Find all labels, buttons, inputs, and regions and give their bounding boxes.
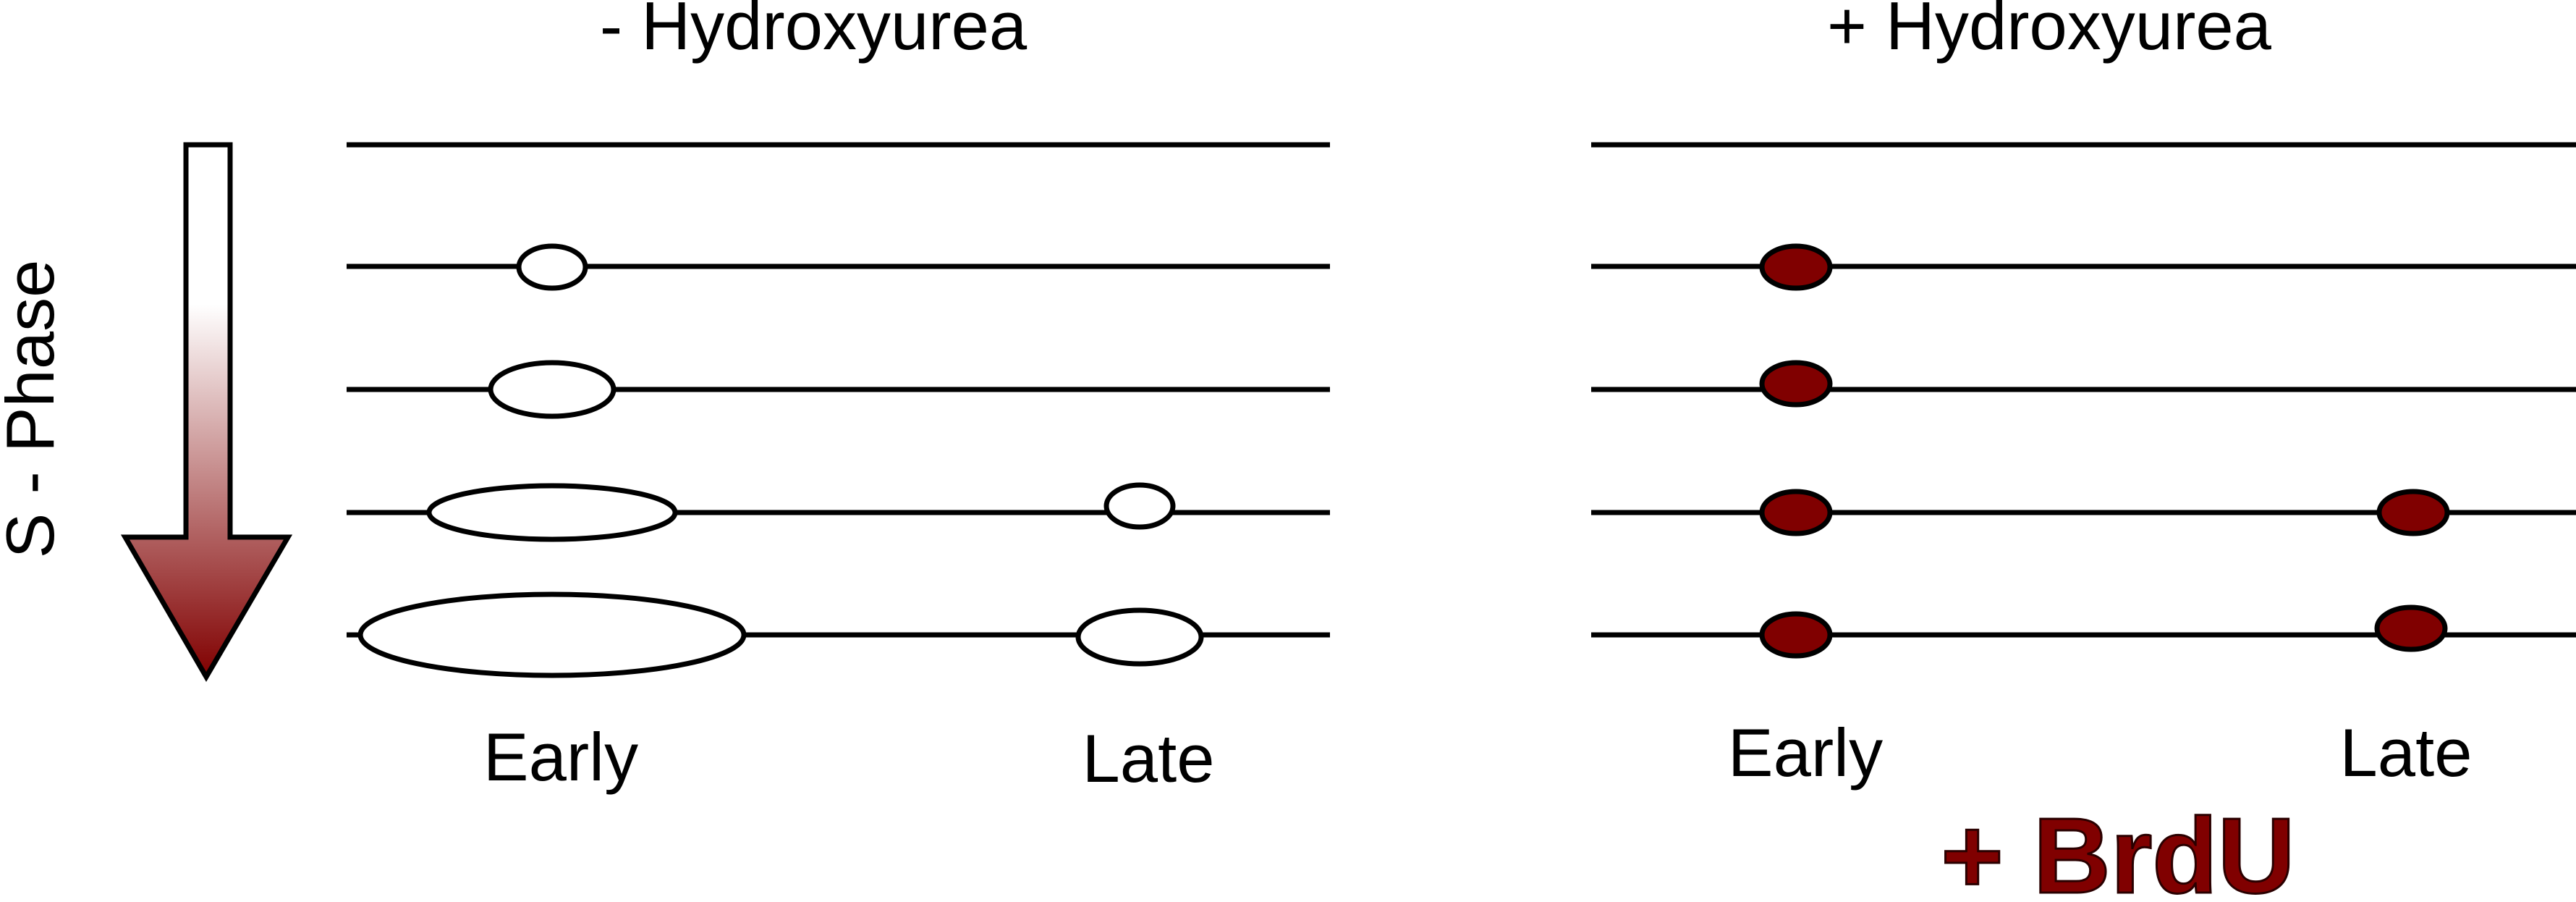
replication-bubble-early (516, 243, 588, 291)
panel-title: - Hydroxyurea (600, 0, 1028, 64)
stalled-origin-early (1759, 489, 1833, 536)
stalled-origin-late (2374, 604, 2448, 652)
stalled-origin-late (2376, 489, 2450, 536)
s-phase-label: S - Phase (0, 260, 68, 559)
stalled-origin-early (1759, 243, 1833, 291)
early-label: Early (1728, 715, 1883, 791)
late-label: Late (2340, 715, 2473, 791)
brdu-label: + BrdU (1941, 796, 2295, 902)
stalled-origin-early (1759, 611, 1833, 659)
replication-bubble-early (357, 591, 747, 678)
replication-bubble-late (1075, 607, 1204, 667)
replication-origins-filled (1759, 243, 2450, 659)
stalled-origin-early (1759, 360, 1833, 408)
panel-minus-hydroxyurea: - Hydroxyurea Early Late (347, 0, 1330, 796)
replication-bubble-late (1103, 482, 1176, 530)
replication-bubble-early (426, 483, 678, 542)
early-label: Early (483, 719, 638, 795)
panel-title: + Hydroxyurea (1827, 0, 2272, 64)
late-label: Late (1082, 720, 1215, 796)
dna-strands (1591, 142, 2576, 638)
replication-bubbles-open (357, 243, 1204, 678)
s-phase-arrow (120, 142, 293, 682)
replication-bubble-early (488, 360, 617, 419)
panel-plus-hydroxyurea: + Hydroxyurea Early Late + BrdU (1591, 0, 2576, 902)
